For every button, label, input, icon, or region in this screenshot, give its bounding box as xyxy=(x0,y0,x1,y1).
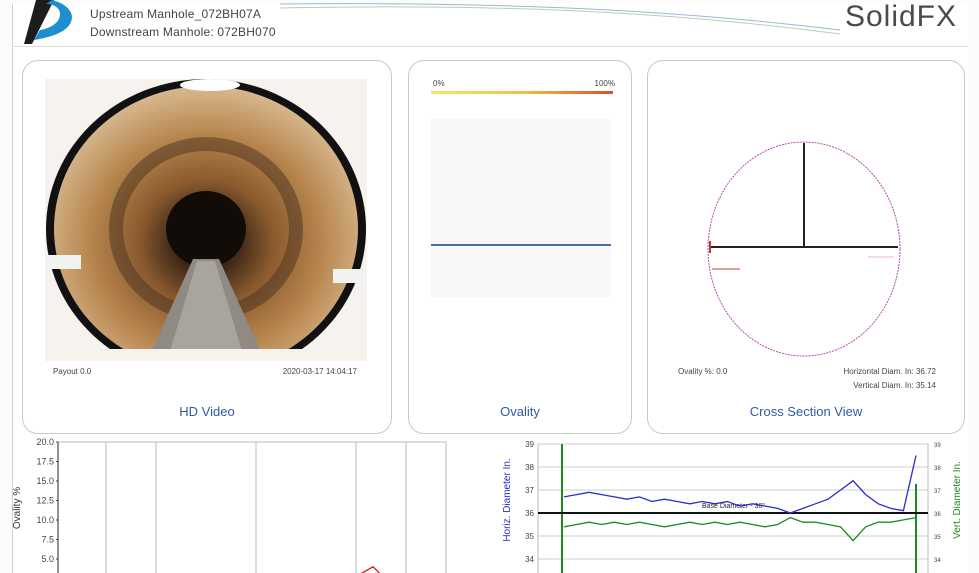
diameter-y2-tick-label: 34 xyxy=(934,558,941,564)
base-diameter-annotation: Base Diameter - 36" xyxy=(702,503,765,510)
diameter-y-tick-label: 34 xyxy=(525,555,534,564)
video-timestamp: 2020-03-17 14:04:17 xyxy=(282,367,357,376)
diameter-y-tick-label: 37 xyxy=(525,486,534,495)
diameter-y2-tick-label: 36 xyxy=(934,512,941,518)
cross-section-panel: Ovality %: 0.0 Horizontal Diam. In: 36.7… xyxy=(647,60,965,434)
diameter-plot-area xyxy=(537,443,929,573)
diameter-y2-tick-label: 35 xyxy=(934,535,941,541)
cross-section-diagram xyxy=(707,141,901,357)
ovality-y-tick-label: 17.5 xyxy=(36,457,54,467)
ovality-y-tick-label: 7.5 xyxy=(41,535,54,545)
ovality-gradient-bar xyxy=(431,91,613,94)
horizontal-diameter-axis-label: Horiz. Diameter In. xyxy=(502,458,513,541)
ovality-meter xyxy=(431,119,611,297)
ovality-caption[interactable]: Ovality xyxy=(500,404,540,419)
payout-label: Payout 0.0 xyxy=(53,367,92,376)
ovality-scale-max: 100% xyxy=(594,79,615,88)
ovality-y-tick-label: 20.0 xyxy=(36,438,54,447)
header-divider xyxy=(12,46,968,47)
vertical-diameter-axis-label: Vert. Diameter In. xyxy=(952,461,963,539)
ovality-y-axis-label: Ovality % xyxy=(12,487,23,529)
ovality-y-tick-label: 10.0 xyxy=(36,515,54,525)
horizontal-diameter-line xyxy=(563,455,917,514)
ovality-panel: 0% 100% Ovality xyxy=(408,60,632,434)
ovality-y-tick-label: 5.0 xyxy=(41,554,54,564)
ovality-y-tick-label: 15.0 xyxy=(36,476,54,486)
video-frame[interactable] xyxy=(45,79,367,361)
company-logo-icon xyxy=(24,0,72,44)
brand-logo: SolidFX xyxy=(844,0,957,33)
ovality-level-line xyxy=(431,243,611,246)
diameter-y2-tick-label: 37 xyxy=(934,489,941,495)
header: Upstream Manhole_072BH07A Downstream Man… xyxy=(0,0,979,48)
hd-video-panel: Payout 0.0 2020-03-17 14:04:17 HD Video xyxy=(22,60,392,434)
diameter-y2-tick-label: 38 xyxy=(934,466,941,472)
horizontal-diameter-label: Horizontal Diam. In: 36.72 xyxy=(843,367,937,376)
vertical-diameter-label: Vertical Diam. In: 35.14 xyxy=(853,381,936,390)
ovality-scale-min: 0% xyxy=(433,79,445,88)
diameter-chart: 3938373635343339383736353433Horiz. Diame… xyxy=(502,440,963,573)
diameter-y2-tick-label: 39 xyxy=(934,443,941,449)
ovality-y-tick-label: 12.5 xyxy=(36,496,54,506)
pipe-video-image xyxy=(45,79,367,361)
ovality-plot-area xyxy=(57,441,447,573)
diameter-y-tick-label: 39 xyxy=(525,440,534,449)
diameter-y-tick-label: 36 xyxy=(525,509,534,518)
header-swoosh-icon xyxy=(280,3,840,35)
hd-video-caption[interactable]: HD Video xyxy=(179,404,235,419)
ovality-percent-label: Ovality %: 0.0 xyxy=(678,367,728,376)
cross-section-caption[interactable]: Cross Section View xyxy=(749,404,863,419)
diameter-y-tick-label: 38 xyxy=(525,463,534,472)
ovality-chart: 20.017.515.012.510.07.55.02.5Ovality % xyxy=(12,438,447,573)
downstream-manhole-label: Downstream Manhole: 072BH070 xyxy=(90,25,276,39)
diameter-y-tick-label: 35 xyxy=(525,532,534,541)
upstream-manhole-label: Upstream Manhole_072BH07A xyxy=(90,7,262,21)
vertical-diameter-line xyxy=(563,516,917,542)
